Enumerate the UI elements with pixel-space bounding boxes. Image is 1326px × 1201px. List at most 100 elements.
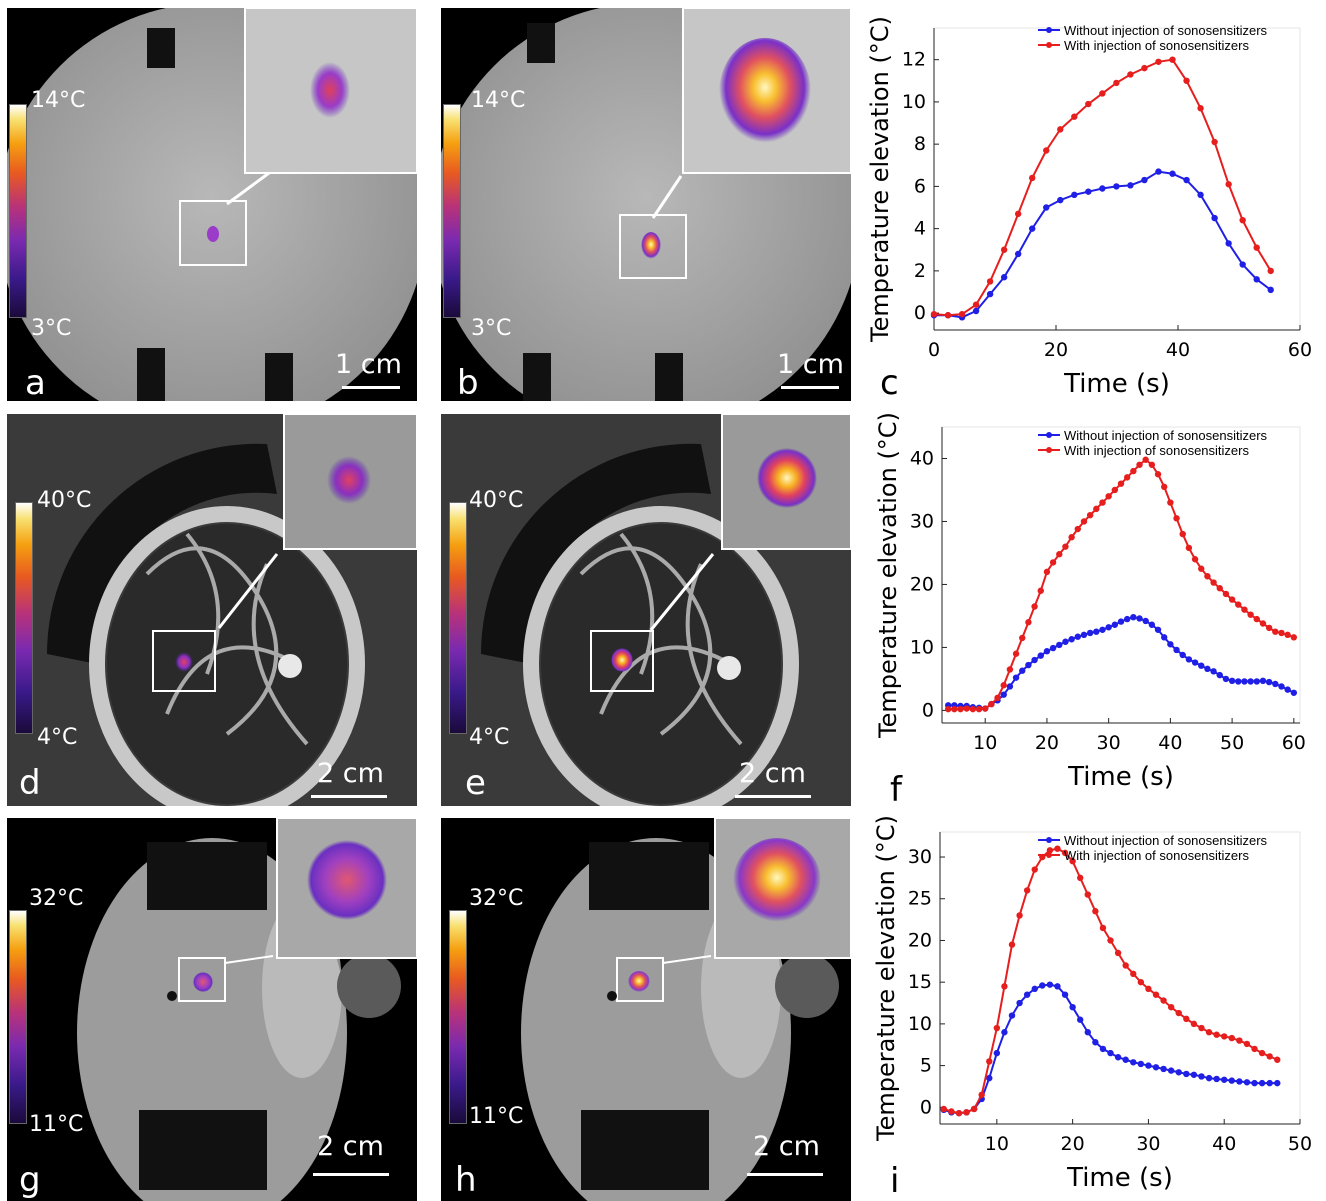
data-point	[1160, 997, 1167, 1004]
data-point	[1210, 668, 1217, 675]
data-point	[1152, 991, 1160, 998]
data-point	[1265, 624, 1273, 632]
colorbar-g	[9, 910, 27, 1124]
legend-marker	[1046, 837, 1052, 843]
y-tick-label: 30	[908, 846, 932, 868]
x-tick-label: 50	[1220, 732, 1244, 754]
colorbar-max-a: 14°C	[31, 88, 86, 113]
y-tick-label: 40	[910, 447, 934, 469]
data-point	[1031, 866, 1038, 873]
data-point	[1054, 983, 1061, 990]
data-point	[975, 705, 983, 713]
data-point	[970, 1105, 978, 1113]
colorbar-min-d: 4°C	[37, 725, 78, 750]
data-point	[1107, 1049, 1114, 1057]
data-point	[1105, 624, 1112, 631]
chart-f: 10 20 30 40 50 60 0 10 20 30 40 Time (s) Temperature…	[860, 405, 1326, 810]
data-point	[993, 1024, 1001, 1032]
data-point	[1290, 689, 1298, 696]
data-point	[1016, 999, 1023, 1007]
panel-label-f: f	[890, 770, 902, 810]
colorbar-min-b: 3°C	[471, 316, 512, 341]
panel-label-c: c	[880, 363, 899, 403]
data-point	[1000, 682, 1007, 689]
data-point	[1142, 617, 1149, 625]
data-point	[1198, 662, 1205, 669]
x-tick-label: 10	[973, 732, 997, 754]
data-point	[1190, 1071, 1198, 1078]
data-point	[1169, 170, 1176, 177]
colorbar-min-g: 11°C	[29, 1112, 84, 1137]
data-point	[1267, 267, 1274, 275]
data-point	[1216, 671, 1223, 679]
data-point	[988, 700, 995, 708]
data-point	[1086, 629, 1094, 637]
data-point	[1235, 678, 1242, 685]
data-point	[1117, 618, 1125, 625]
data-point	[1266, 1079, 1273, 1087]
data-point	[1185, 656, 1193, 663]
data-point	[1105, 493, 1112, 500]
panel-label-a: a	[25, 363, 46, 401]
data-point	[1239, 261, 1246, 268]
data-point	[1185, 544, 1193, 552]
data-point	[1236, 1037, 1243, 1044]
x-tick-label: 30	[1136, 1133, 1160, 1155]
legend-label: Without injection of sonosensitizers	[1064, 833, 1268, 848]
data-point	[1161, 634, 1168, 641]
data-point	[1148, 461, 1156, 468]
data-point	[1130, 1059, 1137, 1066]
data-point	[1023, 991, 1031, 998]
data-point	[951, 705, 958, 713]
data-point	[1111, 621, 1119, 628]
y-tick-label: 10	[910, 636, 934, 658]
colorbar-min-e: 4°C	[469, 725, 510, 750]
data-point	[1191, 556, 1199, 563]
data-point	[1099, 90, 1106, 97]
y-axis-label: Temperature elevation (°C)	[874, 412, 902, 739]
data-point	[1046, 981, 1054, 988]
data-point	[1183, 77, 1190, 84]
data-point	[1043, 648, 1051, 655]
panel-label-g: g	[19, 1160, 41, 1200]
data-point	[1167, 499, 1174, 506]
data-point	[1278, 629, 1285, 637]
data-point	[1141, 176, 1148, 184]
panel-label-i: i	[890, 1161, 900, 1201]
data-point	[1211, 214, 1218, 222]
data-point	[1251, 1079, 1258, 1087]
data-point	[1265, 678, 1273, 686]
data-point	[1008, 941, 1016, 948]
data-point	[1225, 181, 1232, 188]
data-point	[986, 1074, 993, 1082]
data-point	[1130, 467, 1137, 475]
panel-label-e: e	[465, 763, 486, 803]
data-point	[1183, 1015, 1190, 1023]
data-point	[1008, 1012, 1016, 1019]
legend-label: Without injection of sonosensitizers	[1064, 23, 1268, 38]
y-tick-label: 12	[902, 49, 926, 71]
x-tick-label: 20	[1044, 339, 1068, 361]
legend-marker	[1046, 27, 1052, 33]
data-point	[1016, 912, 1023, 919]
x-tick-label: 60	[1282, 732, 1306, 754]
data-point	[1142, 456, 1149, 463]
data-point	[1145, 1062, 1152, 1069]
colorbar-min-a: 3°C	[31, 316, 72, 341]
data-point	[1062, 543, 1069, 550]
data-point	[982, 705, 989, 712]
data-point	[1054, 845, 1061, 852]
data-point	[1006, 683, 1014, 690]
data-point	[1068, 534, 1075, 541]
mri-image-d	[46, 414, 417, 806]
y-tick-label: 10	[902, 91, 926, 113]
data-point	[1197, 191, 1204, 199]
data-point	[1080, 631, 1088, 639]
data-point	[1213, 1075, 1220, 1083]
data-point	[1111, 486, 1119, 494]
data-point	[1274, 1079, 1281, 1087]
data-point	[1222, 590, 1230, 598]
data-point	[930, 310, 938, 318]
chart-i-svg: 10 20 30 40 50 0 5 10 15 20 25 30 Time (s) Temperatur…	[872, 815, 1312, 1193]
data-point	[1272, 680, 1279, 688]
